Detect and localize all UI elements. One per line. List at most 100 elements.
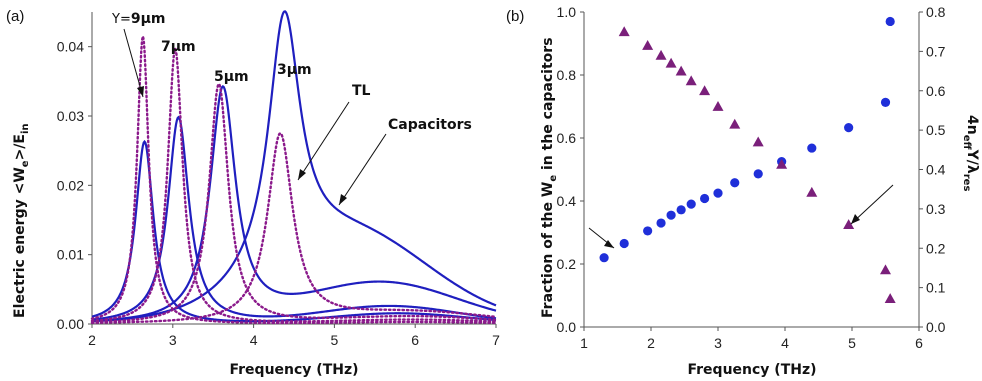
panel-b-left-y-tick-label: 0.8 bbox=[557, 67, 577, 83]
resonance-ratio-point bbox=[618, 26, 630, 37]
capacitor-fraction-point bbox=[666, 210, 676, 220]
panel-b-x-tick-label: 3 bbox=[714, 335, 722, 351]
panel-b-x-tick-label: 4 bbox=[781, 335, 789, 351]
panel-b-right-y-tick-label: 0.4 bbox=[926, 162, 946, 178]
panel-b-right-arrowhead bbox=[851, 214, 860, 224]
annotation-y9-arrow bbox=[123, 28, 144, 98]
panel-a-y-label: Electric energy <We>/Ein bbox=[12, 123, 31, 318]
panel-b-x-tick-label: 1 bbox=[580, 335, 588, 351]
panel-a-x-tick-label: 6 bbox=[411, 332, 419, 348]
panel-a-x-tick-label: 5 bbox=[331, 332, 339, 348]
resonance-ratio-point bbox=[880, 264, 891, 275]
capacitor-fraction-point bbox=[713, 188, 723, 198]
panel-a-y-tick-label: 0.01 bbox=[57, 247, 84, 263]
capacitor-fraction-point bbox=[686, 199, 696, 209]
panel-a-x-tick-label: 3 bbox=[169, 332, 177, 348]
capacitor-fraction-point bbox=[599, 253, 609, 263]
panel-b-left-y-tick-label: 0.2 bbox=[557, 256, 577, 272]
tl-curve-7 bbox=[90, 131, 498, 324]
tl-curve-5 bbox=[90, 45, 498, 323]
capacitor-fraction-point bbox=[656, 218, 666, 228]
resonance-ratio-point bbox=[655, 49, 667, 60]
panel-a-y-tick-label: 0.03 bbox=[57, 108, 84, 124]
panel-a-x-tick-label: 7 bbox=[492, 332, 500, 348]
annotation-y3: 3µm bbox=[277, 62, 312, 78]
capacitor-fraction-point bbox=[807, 143, 817, 153]
resonance-ratio-point bbox=[675, 65, 687, 76]
resonance-ratio-point bbox=[642, 39, 654, 50]
panel-b-right-y-tick-label: 0.6 bbox=[926, 83, 946, 99]
panel-a-x-label: Frequency (THz) bbox=[229, 362, 358, 378]
capacitor-fraction-point bbox=[885, 16, 895, 27]
annotation-y7: 7µm bbox=[161, 39, 196, 55]
annotation-y9-arrowhead bbox=[137, 86, 144, 97]
resonance-ratio-point bbox=[843, 219, 855, 230]
panel-a-y-ticks: 0.00 0.01 0.02 0.03 0.04 bbox=[57, 39, 92, 332]
resonance-ratio-point bbox=[776, 158, 788, 169]
resonance-ratio-point bbox=[712, 101, 724, 111]
panel-b-right-y-ticks: 0.0 0.1 0.2 0.3 0.4 0.5 0.6 0.7 0.8 bbox=[919, 4, 946, 335]
panel-b-x-tick-label: 5 bbox=[848, 335, 856, 351]
panel-a-x-tick-label: 4 bbox=[250, 332, 258, 348]
annotation-capacitors: Capacitors bbox=[388, 117, 472, 133]
tl-curve-4 bbox=[90, 36, 498, 325]
panel-b-label: (b) bbox=[506, 8, 524, 25]
capacitor-fraction-point bbox=[700, 193, 710, 204]
panel-b-right-y-label: 4neffY/λres bbox=[961, 115, 980, 191]
resonance-ratio-point bbox=[884, 293, 896, 304]
panel-b-right-y-tick-label: 0.5 bbox=[926, 122, 946, 138]
panel-a-curves bbox=[90, 10, 498, 325]
panel-b-right-y-tick-label: 0.1 bbox=[926, 280, 946, 296]
panel-b-x-tick-label: 6 bbox=[915, 335, 923, 351]
annotation-tl: TL bbox=[352, 83, 371, 99]
panel-b-right-y-tick-label: 0.2 bbox=[926, 240, 946, 256]
panel-b-x-ticks: 1 2 3 4 5 6 bbox=[580, 327, 923, 351]
capacitor-fraction-point bbox=[643, 226, 653, 236]
capacitor-fraction-point bbox=[619, 238, 629, 249]
panel-a-y-tick-label: 0.00 bbox=[57, 316, 84, 332]
panel-b-right-y-tick-label: 0.8 bbox=[926, 4, 946, 20]
panel-b-right-arrow bbox=[850, 184, 894, 225]
panel-b-right-y-tick-label: 0.7 bbox=[926, 43, 946, 59]
panel-a-label: (a) bbox=[6, 8, 24, 25]
panel-a-y-tick-label: 0.02 bbox=[57, 177, 84, 193]
resonance-ratio-point bbox=[752, 136, 764, 147]
panel-a-x-tick-label: 2 bbox=[88, 332, 96, 348]
panel-b-x-label: Frequency (THz) bbox=[687, 362, 816, 378]
capacitors-curve-3 bbox=[91, 10, 497, 323]
panel-a-x-ticks: 2 3 4 5 6 7 bbox=[88, 324, 500, 348]
annotation-capacitors-arrowhead bbox=[339, 194, 347, 205]
panel-b-left-y-tick-label: 1.0 bbox=[557, 4, 577, 20]
resonance-ratio-point bbox=[699, 85, 711, 96]
capacitor-fraction-point bbox=[880, 97, 891, 108]
panel-b-left-y-tick-label: 0.6 bbox=[557, 130, 577, 146]
tl-curve-6 bbox=[90, 81, 498, 324]
resonance-ratio-point bbox=[685, 75, 697, 86]
capacitor-fraction-point bbox=[753, 169, 763, 179]
annotation-capacitors-arrow bbox=[338, 133, 387, 206]
panel-b-right-y-tick-label: 0.3 bbox=[926, 201, 946, 217]
panel-a-plot-area: 2 3 4 5 6 7 0.00 0.01 0.02 0.03 0.04 bbox=[57, 10, 500, 348]
panel-b-left-y-tick-label: 0.0 bbox=[557, 319, 577, 335]
capacitors-curve-2 bbox=[91, 84, 497, 322]
resonance-ratio-point bbox=[665, 57, 677, 68]
annotation-y9: Y=9µm bbox=[111, 11, 165, 27]
capacitor-fraction-point bbox=[844, 123, 854, 133]
panel-b-points bbox=[599, 16, 896, 304]
annotation-y5: 5µm bbox=[214, 69, 249, 85]
panel-b-right-y-tick-label: 0.0 bbox=[926, 319, 946, 335]
panel-b-left-y-tick-label: 0.4 bbox=[557, 193, 577, 209]
capacitor-fraction-point bbox=[730, 178, 740, 188]
panel-b-left-arrowhead bbox=[604, 240, 614, 248]
panel-b-left-y-ticks: 0.0 0.2 0.4 0.6 0.8 1.0 bbox=[557, 4, 584, 335]
panel-b-x-tick-label: 2 bbox=[647, 335, 655, 351]
panel-a-y-tick-label: 0.04 bbox=[57, 39, 84, 55]
panel-b-left-y-label: Fraction of the We in the capacitors bbox=[540, 37, 559, 318]
resonance-ratio-point bbox=[729, 118, 741, 129]
capacitor-fraction-point bbox=[676, 205, 686, 215]
annotation-tl-arrow bbox=[297, 101, 350, 181]
resonance-ratio-point bbox=[806, 186, 818, 197]
annotation-tl-arrowhead bbox=[298, 169, 306, 180]
